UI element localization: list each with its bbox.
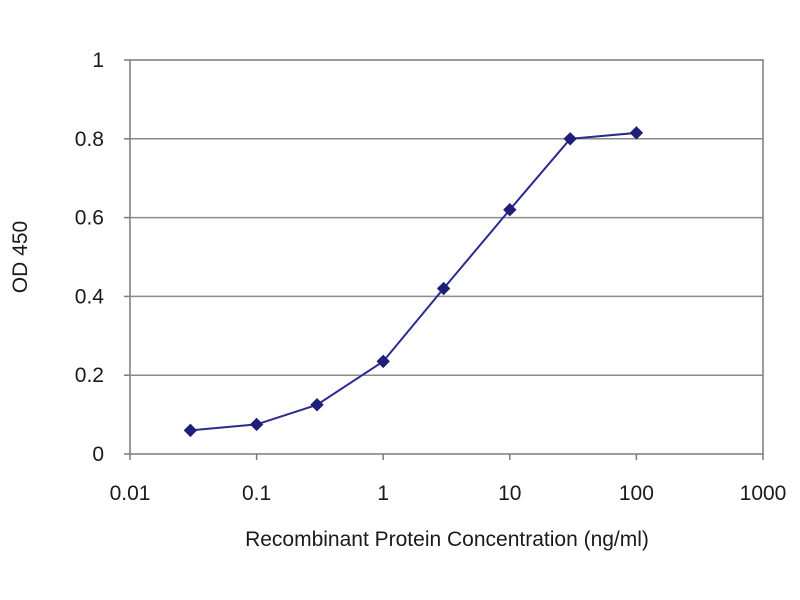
x-axis-title: Recombinant Protein Concentration (ng/ml… bbox=[245, 528, 649, 551]
data-point bbox=[436, 281, 451, 296]
data-point bbox=[563, 132, 577, 146]
series-layer bbox=[183, 126, 644, 438]
x-tick-label: 0.1 bbox=[242, 482, 271, 505]
plot-area bbox=[129, 59, 764, 455]
data-point bbox=[249, 417, 264, 432]
x-tick-label: 1 bbox=[377, 482, 389, 505]
data-point bbox=[376, 354, 390, 369]
y-tick-label: 0.2 bbox=[75, 364, 104, 387]
data-point bbox=[629, 126, 644, 140]
data-point bbox=[503, 203, 517, 217]
data-point bbox=[310, 398, 324, 412]
y-tick-label: 0.6 bbox=[75, 207, 104, 230]
data-point bbox=[183, 423, 198, 438]
x-tick-label: 1000 bbox=[740, 482, 787, 505]
y-tick-label: 0.8 bbox=[75, 128, 104, 151]
gridlines bbox=[130, 138, 763, 376]
y-axis-ticks: 0 0.2 0.4 0.6 0.8 1 bbox=[75, 49, 130, 466]
y-tick-label: 0 bbox=[92, 443, 104, 466]
x-tick-label: 0.01 bbox=[110, 482, 151, 505]
x-axis-ticks: 0.01 0.1 1 10 100 1000 bbox=[110, 454, 787, 505]
series-line bbox=[190, 131, 637, 432]
y-axis-title: OD 450 bbox=[9, 221, 32, 293]
x-tick-label: 100 bbox=[619, 482, 654, 505]
x-tick-label: 10 bbox=[498, 482, 521, 505]
y-tick-label: 0.4 bbox=[75, 285, 105, 308]
y-tick-label: 1 bbox=[92, 49, 104, 72]
